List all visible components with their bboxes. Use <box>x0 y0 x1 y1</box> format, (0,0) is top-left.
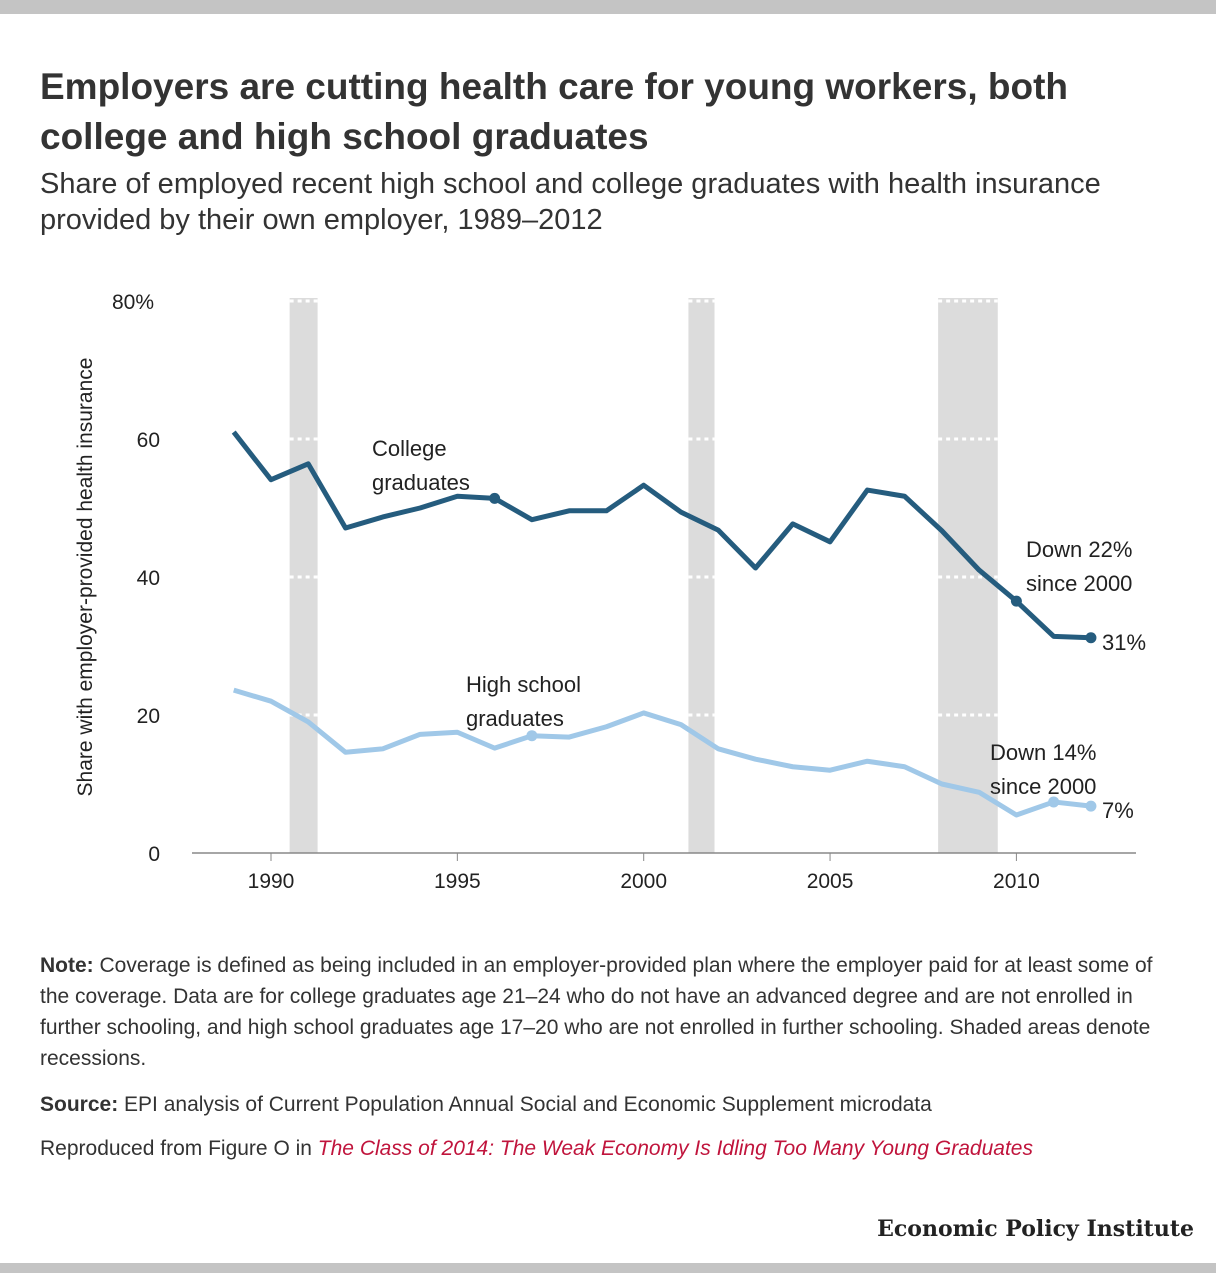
x-tick-label: 1995 <box>434 870 481 893</box>
annotation: Down 14% <box>990 740 1096 765</box>
x-tick-label: 1990 <box>248 870 295 893</box>
data-point <box>1048 796 1060 808</box>
y-tick-label: 80% <box>112 291 154 314</box>
series-line-college <box>231 430 1092 641</box>
end-value-label: 7% <box>1102 798 1134 823</box>
y-tick-label: 60 <box>137 429 160 452</box>
reproduced: Reproduced from Figure O in The Class of… <box>40 1133 1180 1164</box>
epi-logo: Economic Policy Institute <box>877 1216 1194 1242</box>
series-label: graduates <box>466 706 564 731</box>
data-point <box>526 730 538 742</box>
annotation: since 2000 <box>990 774 1096 799</box>
y-tick-label: 0 <box>148 843 160 866</box>
top-bar <box>0 0 1216 14</box>
source-text: EPI analysis of Current Population Annua… <box>124 1093 932 1116</box>
annotation: since 2000 <box>1026 571 1132 596</box>
series-label: College <box>372 436 447 461</box>
series-label: High school <box>466 672 581 697</box>
end-value-label: 31% <box>1102 630 1146 655</box>
line-chart: 0 20 40 60 80% 1990 1995 2000 2005 2010 Share with… <box>74 291 1146 893</box>
note-text: Coverage is defined as being included in… <box>40 954 1153 1070</box>
data-point <box>1085 632 1097 644</box>
note-label: Note: <box>40 954 94 977</box>
x-tick-label: 2000 <box>620 870 667 893</box>
y-tick-label: 20 <box>137 705 160 728</box>
recession-band <box>289 298 318 853</box>
data-point <box>1010 595 1022 607</box>
x-tick-label: 2010 <box>993 870 1040 893</box>
series-line-high-school <box>233 687 1092 818</box>
chart-subtitle: Share of employed recent high school and… <box>40 168 1101 236</box>
note: Note: Coverage is defined as being inclu… <box>40 950 1180 1074</box>
recession-band <box>688 298 715 853</box>
data-point <box>489 492 501 504</box>
bottom-bar <box>0 1263 1216 1273</box>
annotation: Down 22% <box>1026 537 1132 562</box>
source-label: Source: <box>40 1093 119 1116</box>
source: Source: EPI analysis of Current Populati… <box>40 1089 1180 1120</box>
chart-title: Employers are cutting health care for yo… <box>40 66 1068 157</box>
series-label: graduates <box>372 470 470 495</box>
data-point <box>1085 800 1097 812</box>
reproduced-prefix: Reproduced from Figure O in <box>40 1137 318 1160</box>
y-axis-label: Share with employer-provided health insu… <box>74 358 97 797</box>
report-link[interactable]: The Class of 2014: The Weak Economy Is I… <box>317 1137 1033 1160</box>
x-tick-label: 2005 <box>807 870 854 893</box>
y-tick-label: 40 <box>137 567 160 590</box>
